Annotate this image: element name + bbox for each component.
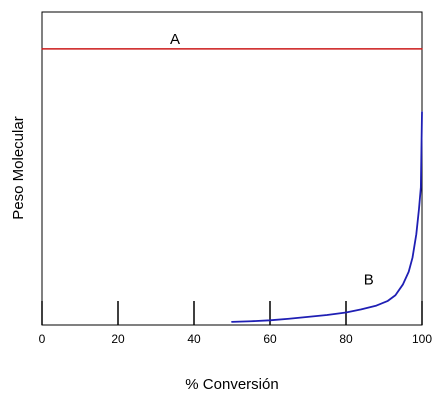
series-B-line (231, 111, 423, 323)
series-layer (41, 48, 423, 323)
x-tick-label-40: 40 (187, 332, 201, 346)
x-axis-label: % Conversión (185, 376, 278, 393)
x-tick-labels: 0 20 40 60 80 100 (39, 332, 433, 346)
x-tick-label-60: 60 (263, 332, 277, 346)
x-tick-label-0: 0 (39, 332, 46, 346)
y-axis-label: Peso Molecular (10, 116, 27, 219)
x-tick-label-100: 100 (412, 332, 432, 346)
plot-frame (41, 11, 423, 326)
series-labels: AB (170, 31, 374, 288)
series-label-B: B (364, 271, 374, 288)
series-label-A: A (170, 31, 180, 48)
x-tick-label-80: 80 (339, 332, 353, 346)
x-tick-label-20: 20 (111, 332, 125, 346)
